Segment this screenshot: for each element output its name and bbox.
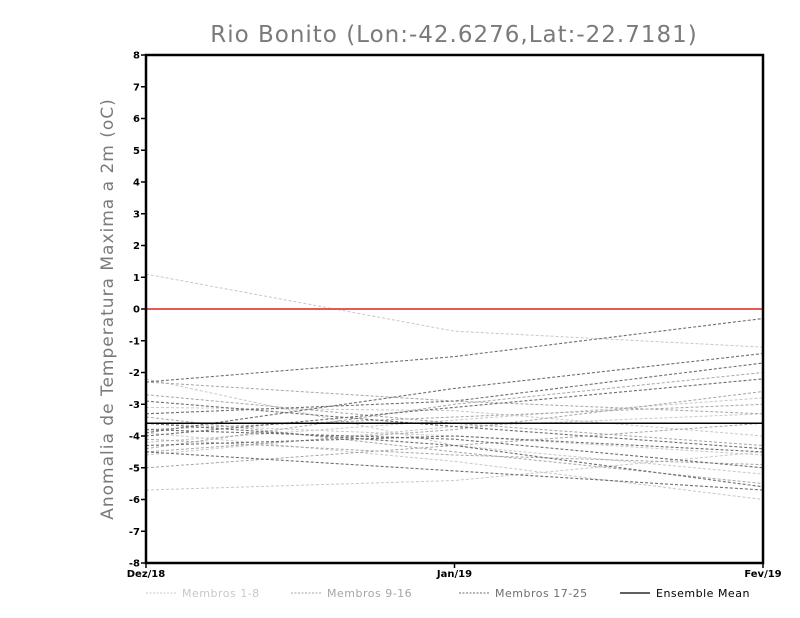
series-line-membro-13: [145, 403, 764, 431]
y-tick-label: 1: [133, 273, 140, 284]
legend-label-4: Ensemble Mean: [656, 587, 750, 600]
series-line-membro-8: [145, 422, 764, 456]
series-line-membro-21: [145, 422, 764, 488]
series-line-membro-25: [145, 429, 764, 469]
series-line-membro-16: [145, 391, 764, 453]
series-line-membro-5: [145, 406, 764, 437]
series-line-membro-19: [145, 362, 764, 415]
series-line-membro-7: [145, 397, 764, 443]
series-line-membro-18: [145, 352, 764, 434]
series-line-membro-10: [145, 372, 764, 450]
series-line-membro-3: [145, 378, 764, 475]
legend: Membros 1-8 Membros 9-16 Membros 17-25 Ense…: [146, 587, 750, 600]
legend-label-3: Membros 17-25: [495, 587, 588, 600]
y-tick-label: 3: [133, 209, 140, 220]
y-tick-label: -3: [129, 400, 140, 411]
y-tick-label: 7: [133, 82, 140, 93]
y-tick-label: -8: [129, 559, 140, 570]
series-line-membro-1: [145, 273, 764, 348]
y-tick-label: -1: [129, 336, 140, 347]
series-line-membro-24: [145, 400, 764, 450]
series-line-membro-22: [145, 451, 764, 491]
y-tick-label: 8: [133, 51, 140, 62]
series-line-membro-20: [145, 435, 764, 453]
chart-title: Rio Bonito (Lon:-42.6276,Lat:-22.7181): [210, 22, 698, 48]
legend-label-1: Membros 1-8: [182, 587, 260, 600]
y-tick-label: -2: [129, 368, 140, 379]
x-tick-label: Dez/18: [127, 569, 166, 580]
x-tick-label: Jan/19: [436, 569, 472, 580]
series-line-membro-4: [145, 413, 764, 456]
y-tick-label: -5: [129, 463, 140, 474]
y-tick-label: 6: [133, 114, 140, 125]
series-line-membro-9: [145, 394, 764, 446]
series-line-membro-17: [145, 317, 764, 383]
legend-label-2: Membros 9-16: [327, 587, 412, 600]
series-line-membro-6: [145, 432, 764, 500]
series-line-membro-12: [145, 422, 764, 469]
y-tick-label: 2: [133, 241, 140, 252]
y-axis-label: Anomalia de Temperatura Maxima a 2m (oC): [98, 98, 118, 520]
y-tick-label: -4: [129, 432, 140, 443]
x-tick-label: Fev/19: [744, 569, 781, 580]
series-line-membro-2: [145, 451, 764, 491]
series-line-membro-23: [145, 378, 764, 437]
y-tick-label: 4: [133, 178, 140, 189]
y-tick-label: -7: [129, 527, 140, 538]
y-tick-label: -6: [129, 495, 140, 506]
y-tick-label: 5: [133, 146, 140, 157]
y-tick-label: 0: [133, 305, 140, 316]
series-line-membro-15: [145, 438, 764, 466]
